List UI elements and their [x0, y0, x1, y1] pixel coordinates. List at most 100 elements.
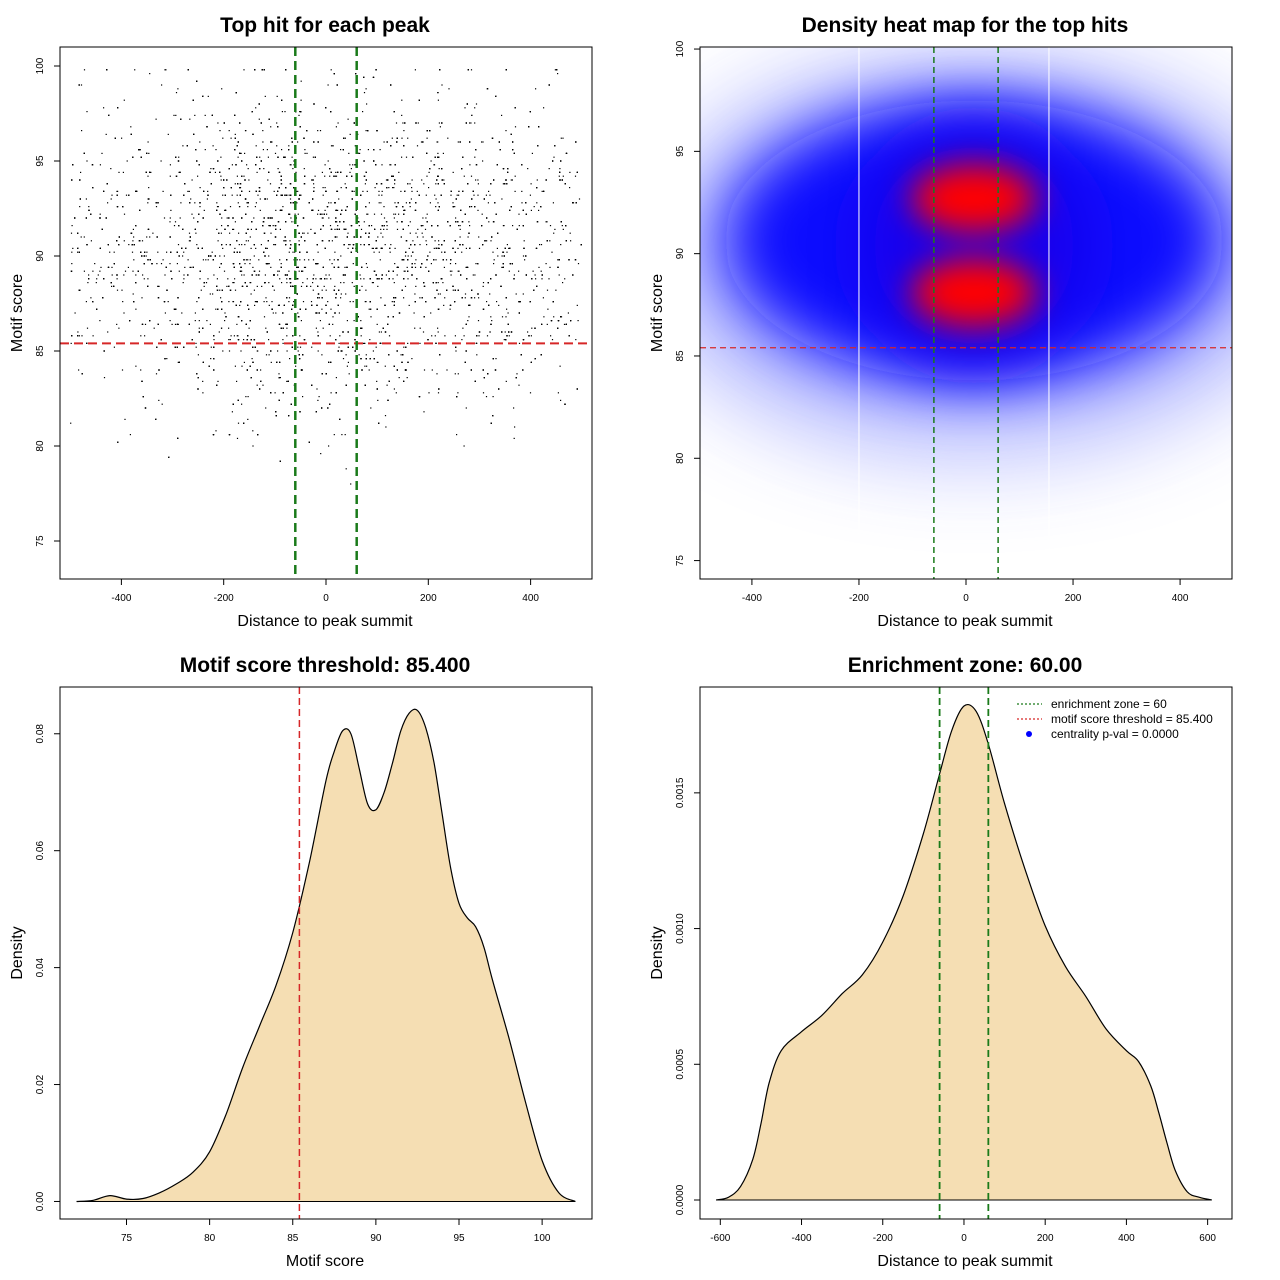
- scatter-point: [125, 194, 128, 196]
- scatter-point: [457, 270, 459, 272]
- scatter-point: [334, 251, 336, 253]
- scatter-point: [540, 244, 543, 246]
- scatter-point: [260, 244, 262, 246]
- scatter-point: [375, 247, 377, 249]
- scatter-point: [248, 327, 250, 329]
- scatter-point: [313, 274, 315, 276]
- scatter-point: [204, 114, 206, 116]
- scatter-point: [164, 274, 166, 276]
- scatter-point: [265, 327, 267, 329]
- scatter-point: [234, 221, 236, 223]
- scatter-point: [96, 278, 98, 280]
- scatter-point: [211, 251, 213, 253]
- scatter-point: [315, 312, 317, 314]
- scatter-point: [245, 130, 247, 132]
- scatter-point: [549, 225, 552, 227]
- scatter-point: [408, 247, 410, 249]
- scatter-point: [244, 152, 246, 154]
- scatter-point: [344, 266, 346, 268]
- scatter-point: [87, 282, 89, 284]
- scatter-point: [405, 156, 408, 158]
- scatter-point: [359, 152, 361, 154]
- scatter-point: [366, 190, 368, 192]
- scatter-point: [340, 293, 342, 295]
- scatter-point: [71, 263, 73, 265]
- scatter-point: [99, 164, 101, 166]
- scatter-point: [175, 114, 177, 116]
- scatter-point: [457, 392, 459, 394]
- scatter-point: [349, 171, 351, 173]
- scatter-point: [557, 392, 559, 394]
- scatter-point: [351, 282, 353, 284]
- scatter-point: [456, 194, 458, 196]
- scatter-point: [426, 175, 428, 177]
- scatter-point: [328, 274, 330, 276]
- scatter-point: [338, 198, 340, 200]
- scatter-point: [530, 183, 532, 185]
- scatter-point: [368, 202, 370, 204]
- scatter-point: [295, 365, 297, 367]
- scatter-point: [288, 194, 290, 196]
- scatter-point: [558, 175, 560, 177]
- scatter-point: [328, 240, 330, 242]
- scatter-point: [410, 198, 412, 200]
- scatter-point: [207, 259, 209, 261]
- scatter-point: [328, 445, 330, 447]
- scatter-point: [236, 335, 238, 337]
- scatter-point: [471, 206, 473, 208]
- scatter-point: [214, 171, 216, 173]
- scatter-point: [426, 244, 428, 246]
- scatter-point: [167, 133, 169, 135]
- scatter-point: [377, 399, 379, 401]
- scatter-point: [238, 232, 240, 234]
- scatter-point: [291, 156, 293, 158]
- scatter-point: [392, 278, 394, 280]
- scatter-point: [508, 335, 510, 337]
- scatter-point: [498, 304, 500, 306]
- scatter-point: [107, 331, 109, 333]
- scatter-point: [344, 434, 346, 436]
- scatter-point: [352, 164, 354, 166]
- scatter-point: [294, 251, 296, 253]
- scatter-point: [250, 282, 252, 284]
- scatter-point: [559, 168, 561, 170]
- scatter-point: [270, 126, 272, 128]
- scatter-point: [562, 282, 564, 284]
- scatter-point: [227, 278, 229, 280]
- scatter-point: [249, 282, 251, 284]
- scatter-point: [81, 335, 83, 337]
- scatter-point: [297, 213, 299, 215]
- scatter-point: [575, 339, 577, 341]
- scatter-point: [482, 141, 484, 143]
- scatter-point: [281, 282, 283, 284]
- scatter-point: [496, 247, 498, 249]
- scatter-point: [117, 190, 119, 192]
- scatter-point: [554, 69, 556, 71]
- scatter-point: [327, 160, 329, 162]
- scatter-point: [328, 202, 330, 204]
- scatter-point: [458, 194, 460, 196]
- scatter-point: [398, 377, 400, 379]
- scatter-point: [304, 152, 306, 154]
- scatter-point: [395, 122, 398, 124]
- scatter-point: [437, 293, 439, 295]
- scatter-point: [306, 278, 308, 280]
- scatter-point: [160, 160, 162, 162]
- scatter-point: [449, 270, 451, 272]
- scatter-point: [360, 278, 362, 280]
- scatter-point: [83, 236, 85, 238]
- scatter-point: [380, 331, 382, 333]
- scatter-point: [553, 156, 555, 158]
- scatter-point: [514, 175, 516, 177]
- scatter-point: [408, 304, 410, 306]
- scatter-point: [562, 137, 564, 139]
- scatter-point: [569, 171, 571, 173]
- scatter-point: [501, 266, 503, 268]
- scatter-point: [518, 225, 520, 227]
- scatter-point: [310, 285, 312, 287]
- scatter-point: [144, 335, 146, 337]
- scatter-point: [210, 358, 212, 360]
- scatter-point: [337, 209, 339, 211]
- scatter-point: [441, 84, 443, 86]
